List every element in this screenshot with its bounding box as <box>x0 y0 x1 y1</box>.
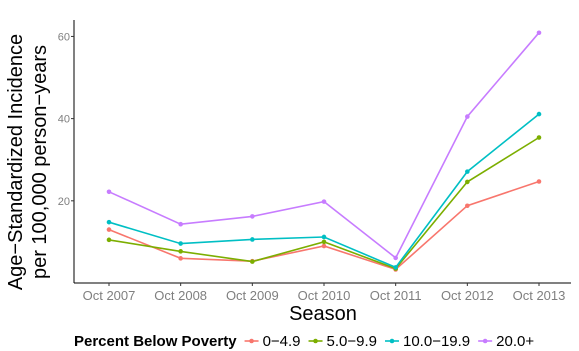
legend-label: 20.0+ <box>496 333 534 350</box>
data-point <box>250 237 255 242</box>
x-tick-label: Oct 2010 <box>298 288 351 303</box>
x-tick-label: Oct 2011 <box>370 288 422 303</box>
legend-key-point <box>482 338 488 344</box>
legend-item: 0−4.9 <box>244 333 301 350</box>
y-tick-label: 60 <box>58 31 70 43</box>
x-tick-label: Oct 2013 <box>513 288 566 303</box>
legend-key-point <box>313 338 318 344</box>
series-line <box>108 32 540 260</box>
x-tick-label: Oct 2012 <box>441 288 494 303</box>
data-point <box>178 249 183 254</box>
x-axis-title: Season <box>289 303 357 325</box>
y-axis-title-line2: per 100,000 person−years <box>29 45 51 279</box>
legend-item: 5.0−9.9 <box>308 333 377 350</box>
y-tick-label: 40 <box>58 114 70 126</box>
legend-key-point <box>249 338 254 344</box>
legend-key-point <box>389 338 395 344</box>
data-point <box>178 221 183 227</box>
legend-label: 10.0−19.9 <box>403 333 470 350</box>
data-point <box>178 256 183 261</box>
series-points <box>106 30 542 272</box>
data-point <box>106 219 112 225</box>
legend-label: 0−4.9 <box>263 333 301 350</box>
data-point <box>465 169 470 174</box>
data-point <box>250 214 255 219</box>
data-point <box>321 199 327 204</box>
data-point <box>536 179 542 184</box>
x-tick-label: Oct 2009 <box>226 288 279 303</box>
x-tick-label: Oct 2008 <box>154 288 207 303</box>
data-point <box>536 135 542 140</box>
data-point <box>465 114 470 119</box>
data-point <box>321 234 327 240</box>
data-point <box>536 30 542 36</box>
y-axis-title: Age−Standardized Incidence per 100,000 p… <box>5 34 51 290</box>
data-point <box>178 241 183 246</box>
x-axis-ticks: Oct 2007 Oct 2008 Oct 2009 Oct 2010 Oct 2011… <box>83 283 566 303</box>
legend-item: 20.0+ <box>478 333 534 350</box>
data-point <box>393 265 398 270</box>
y-tick-label: 20 <box>58 196 70 208</box>
data-point <box>465 179 470 185</box>
legend-item: 10.0−19.9 <box>385 333 470 350</box>
legend: Percent Below Poverty 0−4.9 5.0−9.9 10.0−1… <box>74 333 534 350</box>
data-point <box>250 259 255 264</box>
legend-title: Percent Below Poverty <box>74 333 237 350</box>
y-axis-ticks: 20 40 60 <box>58 31 74 208</box>
y-axis-title-line1: Age−Standardized Incidence <box>5 34 27 290</box>
data-point <box>106 227 112 232</box>
x-tick-label: Oct 2007 <box>83 288 136 303</box>
series-lines <box>108 32 540 271</box>
data-point <box>536 111 542 117</box>
data-point <box>106 189 112 195</box>
data-point <box>321 243 327 249</box>
legend-label: 5.0−9.9 <box>327 333 377 350</box>
data-point <box>465 203 470 209</box>
data-point <box>321 239 327 245</box>
data-point <box>393 255 398 261</box>
series-line <box>108 180 540 271</box>
data-point <box>106 237 112 243</box>
